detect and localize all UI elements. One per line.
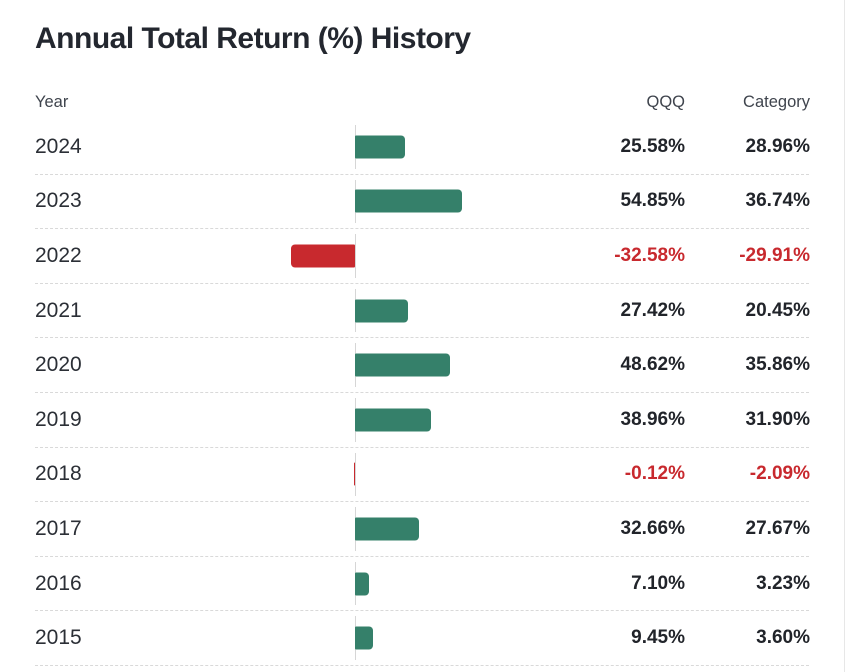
year-label: 2016 <box>35 571 82 595</box>
year-label: 2019 <box>35 407 82 431</box>
qqq-value: 9.45% <box>631 627 685 649</box>
table-row: 2024 25.58% 28.96% <box>35 120 810 175</box>
bar-cell <box>155 284 465 338</box>
page-title: Annual Total Return (%) History <box>35 22 471 55</box>
category-value: 36.74% <box>745 190 810 212</box>
header-category: Category <box>743 92 810 111</box>
zero-baseline <box>355 452 356 497</box>
zero-baseline <box>355 234 356 278</box>
category-value: 31.90% <box>745 408 810 430</box>
bar-cell <box>155 502 465 556</box>
year-label: 2022 <box>35 243 82 267</box>
year-label: 2018 <box>35 462 82 486</box>
return-bar <box>355 517 419 541</box>
year-label: 2020 <box>35 353 82 377</box>
return-bar <box>291 244 355 268</box>
qqq-value: 25.58% <box>620 135 685 157</box>
category-value: -29.91% <box>739 244 810 266</box>
header-year: Year <box>35 92 69 111</box>
category-value: -2.09% <box>749 463 810 485</box>
bar-cell <box>155 393 465 447</box>
return-bar <box>355 626 374 650</box>
bar-cell <box>155 611 465 665</box>
category-value: 20.45% <box>745 299 810 321</box>
table-row: 2017 32.66% 27.67% <box>35 502 810 557</box>
header-qqq: QQQ <box>646 92 685 111</box>
bar-cell <box>155 175 465 229</box>
bar-cell <box>155 120 465 174</box>
qqq-value: 48.62% <box>620 354 685 376</box>
qqq-value: -32.58% <box>614 244 685 266</box>
year-label: 2024 <box>35 134 82 158</box>
category-value: 3.60% <box>756 627 810 649</box>
table-header: Year QQQ Category <box>35 86 810 118</box>
return-bar <box>355 135 405 159</box>
qqq-value: -0.12% <box>624 463 685 485</box>
return-bar <box>355 408 431 432</box>
year-label: 2023 <box>35 189 82 213</box>
table-row: 2022 -32.58% -29.91% <box>35 229 810 284</box>
category-value: 3.23% <box>756 572 810 594</box>
qqq-value: 32.66% <box>620 517 685 539</box>
category-value: 27.67% <box>745 517 810 539</box>
bar-cell <box>155 448 465 502</box>
year-label: 2015 <box>35 626 82 650</box>
category-value: 28.96% <box>745 135 810 157</box>
table-row: 2018 -0.12% -2.09% <box>35 448 810 503</box>
table-row: 2015 9.45% 3.60% <box>35 611 810 666</box>
return-bar <box>355 353 450 377</box>
table-row: 2023 54.85% 36.74% <box>35 175 810 230</box>
header-bar-spacer <box>155 86 465 118</box>
table-row: 2021 27.42% 20.45% <box>35 284 810 339</box>
year-label: 2021 <box>35 298 82 322</box>
bar-cell <box>155 229 465 283</box>
return-bar <box>355 572 369 596</box>
table-row: 2019 38.96% 31.90% <box>35 393 810 448</box>
table-row: 2020 48.62% 35.86% <box>35 338 810 393</box>
qqq-value: 27.42% <box>620 299 685 321</box>
qqq-value: 38.96% <box>620 408 685 430</box>
year-label: 2017 <box>35 516 82 540</box>
return-bar <box>355 299 409 323</box>
category-value: 35.86% <box>745 354 810 376</box>
return-bar <box>353 462 355 486</box>
bar-cell <box>155 338 465 392</box>
return-bar <box>355 189 462 213</box>
qqq-value: 54.85% <box>620 190 685 212</box>
table-row: 2016 7.10% 3.23% <box>35 557 810 612</box>
qqq-value: 7.10% <box>631 572 685 594</box>
bar-cell <box>155 557 465 611</box>
table-body: 2024 25.58% 28.96% 2023 54.85% 36.74% 20… <box>35 120 810 666</box>
